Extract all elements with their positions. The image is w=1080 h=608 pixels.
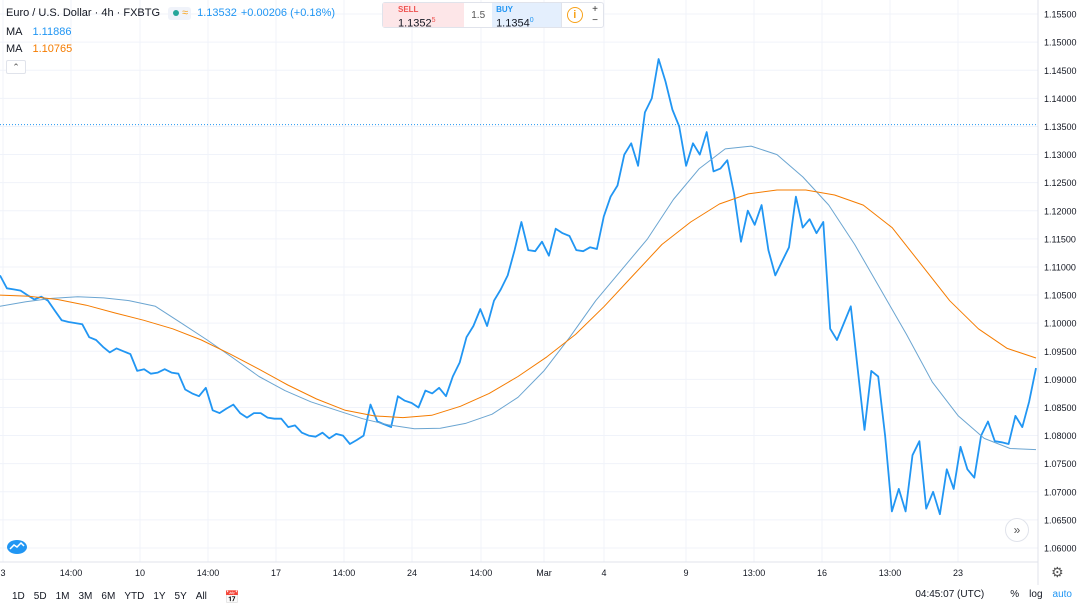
symbol-row: Euro / U.S. Dollar · 4h · FXBTG ≈ 1.1353…	[6, 6, 335, 20]
range-5d[interactable]: 5D	[33, 591, 47, 602]
market-open-dot-icon	[173, 10, 180, 16]
range-1m[interactable]: 1M	[55, 591, 70, 602]
y-tick-label: 1.14000	[1044, 94, 1077, 104]
y-tick-label: 1.12000	[1044, 206, 1077, 216]
y-tick-label: 1.09500	[1044, 347, 1077, 357]
chart-grid	[0, 0, 1038, 562]
percent-scale-toggle[interactable]: %	[1010, 589, 1020, 600]
x-tick-label: Mar	[536, 568, 552, 578]
y-tick-label: 1.10000	[1044, 319, 1077, 329]
data-status-icon: ≈	[182, 7, 189, 19]
plus-icon[interactable]: +	[592, 4, 598, 15]
minus-icon[interactable]: −	[592, 15, 598, 26]
bottom-toolbar: 1D 5D 1M 3M 6M YTD 1Y 5Y All 📅 04:45:07 …	[0, 585, 1080, 608]
last-price: 1.13532	[197, 7, 237, 19]
range-all[interactable]: All	[195, 591, 207, 602]
y-tick-label: 1.12500	[1044, 178, 1077, 188]
x-tick-label: 3	[0, 568, 5, 578]
sell-label: SELL	[398, 5, 419, 14]
buy-button[interactable]: BUY 1.13540	[492, 3, 562, 30]
utc-clock[interactable]: 04:45:07 (UTC)	[915, 589, 985, 600]
range-1y[interactable]: 1Y	[153, 591, 166, 602]
x-tick-label: 13:00	[879, 568, 902, 578]
chart-settings-button[interactable]: ⚙	[1051, 564, 1064, 581]
market-status[interactable]: ≈	[168, 6, 192, 20]
price-change: +0.00206 (+0.18%)	[240, 7, 336, 19]
scale-controls: 04:45:07 (UTC) % log auto	[915, 589, 1072, 600]
ma2-line	[0, 189, 1037, 419]
x-tick-label: 17	[271, 568, 281, 578]
y-tick-label: 1.06500	[1044, 515, 1077, 525]
ma1-value: 1.11886	[32, 26, 72, 38]
y-tick-label: 1.07500	[1044, 459, 1077, 469]
ma1-line	[0, 145, 1037, 451]
spread-value: 1.5	[471, 9, 486, 21]
x-tick-label: 14:00	[60, 568, 83, 578]
sell-button[interactable]: SELL 1.13525	[383, 3, 465, 30]
range-ytd[interactable]: YTD	[124, 591, 145, 602]
price-axis[interactable]: 1.06000 1.06500 1.07000 1.07500 1.08000 1.085…	[1044, 10, 1077, 554]
chart-series	[0, 58, 1038, 516]
ma2-value: 1.10765	[32, 43, 73, 55]
info-button[interactable]: i	[561, 3, 587, 27]
chart-legend: Euro / U.S. Dollar · 4h · FXBTG ≈ 1.1353…	[6, 6, 335, 74]
x-tick-label: 4	[601, 568, 606, 578]
range-5y[interactable]: 5Y	[174, 591, 187, 602]
range-6m[interactable]: 6M	[101, 591, 116, 602]
y-tick-label: 1.11000	[1044, 262, 1076, 272]
x-tick-label: 16	[817, 568, 827, 578]
ma1-row[interactable]: MA 1.11886	[6, 25, 335, 39]
x-tick-label: 9	[683, 568, 688, 578]
range-1d[interactable]: 1D	[12, 591, 25, 602]
sell-price-pip: 5	[431, 17, 436, 24]
auto-scale-toggle[interactable]: auto	[1052, 589, 1072, 600]
buy-price-pip: 0	[529, 17, 534, 24]
ma2-label: MA	[6, 43, 23, 55]
double-chevron-right-icon: »	[1013, 523, 1021, 537]
x-tick-label: 14:00	[470, 568, 493, 578]
y-tick-label: 1.13500	[1044, 122, 1077, 132]
buy-price: 1.1354	[496, 17, 530, 30]
x-tick-label: 23	[953, 568, 963, 578]
y-tick-label: 1.15000	[1044, 38, 1077, 48]
y-tick-label: 1.08500	[1044, 403, 1077, 413]
y-tick-label: 1.11500	[1044, 234, 1076, 244]
tradingview-logo-icon[interactable]	[6, 537, 28, 555]
y-tick-label: 1.09000	[1044, 375, 1077, 385]
y-tick-label: 1.06000	[1044, 543, 1077, 553]
y-tick-label: 1.15500	[1044, 10, 1077, 20]
date-range-selector: 1D 5D 1M 3M 6M YTD 1Y 5Y All	[12, 591, 207, 602]
scroll-to-realtime-button[interactable]: »	[1005, 518, 1029, 542]
price-line	[0, 58, 1037, 516]
log-scale-toggle[interactable]: log	[1029, 589, 1043, 600]
calendar-goto-icon[interactable]: 📅	[224, 589, 240, 604]
y-tick-label: 1.14500	[1044, 66, 1077, 76]
x-tick-label: 14:00	[333, 568, 356, 578]
y-tick-label: 1.10500	[1044, 291, 1077, 301]
gear-icon: ⚙	[1051, 564, 1064, 580]
y-tick-label: 1.07000	[1044, 487, 1077, 497]
range-3m[interactable]: 3M	[78, 591, 93, 602]
chevron-up-icon: ⌃	[12, 62, 20, 72]
x-tick-label: 10	[135, 568, 145, 578]
x-tick-label: 14:00	[197, 568, 220, 578]
sell-price: 1.1352	[398, 17, 432, 30]
info-icon: i	[566, 7, 583, 23]
quantity-stepper[interactable]: + −	[587, 3, 603, 27]
ma2-row[interactable]: MA 1.10765	[6, 42, 335, 56]
buy-label: BUY	[496, 5, 513, 14]
time-axis[interactable]: 3 14:00 10 14:00 17 14:00 24 14:00 Mar 4 9 13:00 16 1…	[0, 568, 963, 578]
y-tick-label: 1.08000	[1044, 431, 1077, 441]
x-tick-label: 24	[407, 568, 417, 578]
trade-panel: SELL 1.13525 1.5 BUY 1.13540 i + −	[382, 2, 604, 30]
y-tick-label: 1.13000	[1044, 150, 1077, 160]
ma1-label: MA	[6, 26, 23, 38]
x-tick-label: 13:00	[743, 568, 766, 578]
collapse-legend-button[interactable]: ⌃	[6, 60, 26, 74]
symbol-title[interactable]: Euro / U.S. Dollar · 4h · FXBTG	[6, 7, 161, 19]
